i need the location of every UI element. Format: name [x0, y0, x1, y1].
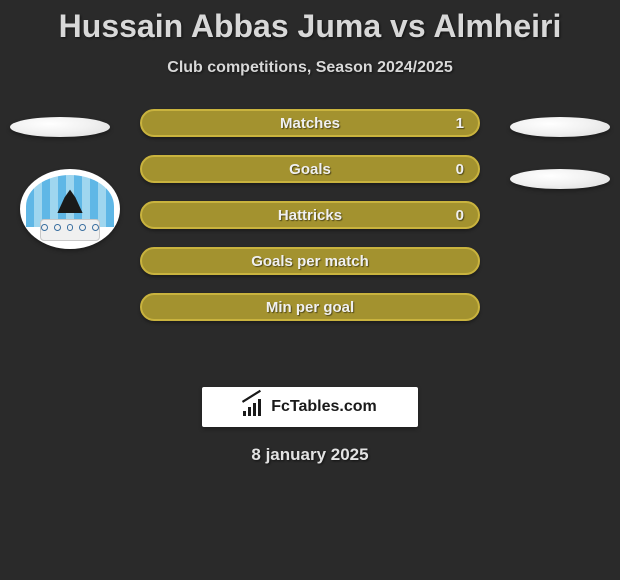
branding-box: FcTables.com: [202, 387, 418, 427]
stat-pill-column: Matches 1 Goals 0 Hattricks 0 Goals per …: [140, 109, 480, 321]
ring-icon: [41, 224, 48, 231]
stat-label: Goals: [142, 157, 478, 181]
team-badge: [20, 169, 120, 249]
stat-row-matches: Matches 1: [140, 109, 480, 137]
stats-area: Matches 1 Goals 0 Hattricks 0 Goals per …: [0, 109, 620, 369]
stat-label: Goals per match: [142, 249, 478, 273]
page-title: Hussain Abbas Juma vs Almheiri: [0, 0, 620, 45]
ring-icon: [54, 224, 61, 231]
stat-value: 0: [456, 203, 464, 227]
stat-row-goals-per-match: Goals per match: [140, 247, 480, 275]
date-text: 8 january 2025: [0, 445, 620, 465]
player-right-marker-2: [510, 169, 610, 189]
chart-icon: [243, 398, 265, 416]
page-subtitle: Club competitions, Season 2024/2025: [0, 59, 620, 77]
stat-label: Matches: [142, 111, 478, 135]
stat-value: 1: [456, 111, 464, 135]
ring-icon: [79, 224, 86, 231]
stat-label: Hattricks: [142, 203, 478, 227]
stat-row-hattricks: Hattricks 0: [140, 201, 480, 229]
stat-row-goals: Goals 0: [140, 155, 480, 183]
branding-text: FcTables.com: [271, 398, 377, 416]
team-badge-base: [40, 219, 100, 241]
player-left-marker: [10, 117, 110, 137]
ring-icon: [92, 224, 99, 231]
stat-label: Min per goal: [142, 295, 478, 319]
player-right-marker-1: [510, 117, 610, 137]
stat-value: 0: [456, 157, 464, 181]
ring-icon: [67, 224, 74, 231]
stat-row-min-per-goal: Min per goal: [140, 293, 480, 321]
